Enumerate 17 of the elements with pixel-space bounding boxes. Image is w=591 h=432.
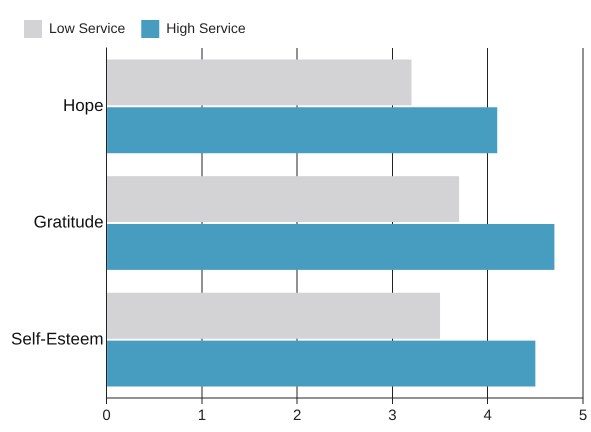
y-tick-label: Hope xyxy=(62,96,104,116)
x-tick-label: 4 xyxy=(484,407,492,424)
x-tick-label: 0 xyxy=(102,407,111,424)
y-tick-label: Self-Esteem xyxy=(10,329,104,348)
legend-label: Low Service xyxy=(49,20,126,36)
legend-label: High Service xyxy=(166,20,246,36)
x-tick-label: 1 xyxy=(198,407,206,424)
x-tick-label: 3 xyxy=(388,407,397,424)
bar xyxy=(107,224,554,270)
bar xyxy=(107,292,440,339)
bar xyxy=(107,340,536,387)
bar xyxy=(107,107,498,154)
x-tick-label: 2 xyxy=(292,407,302,424)
bar xyxy=(107,59,412,106)
bar xyxy=(107,176,460,222)
x-tick-label: 5 xyxy=(578,407,588,424)
y-tick-label: Gratitude xyxy=(34,212,104,232)
